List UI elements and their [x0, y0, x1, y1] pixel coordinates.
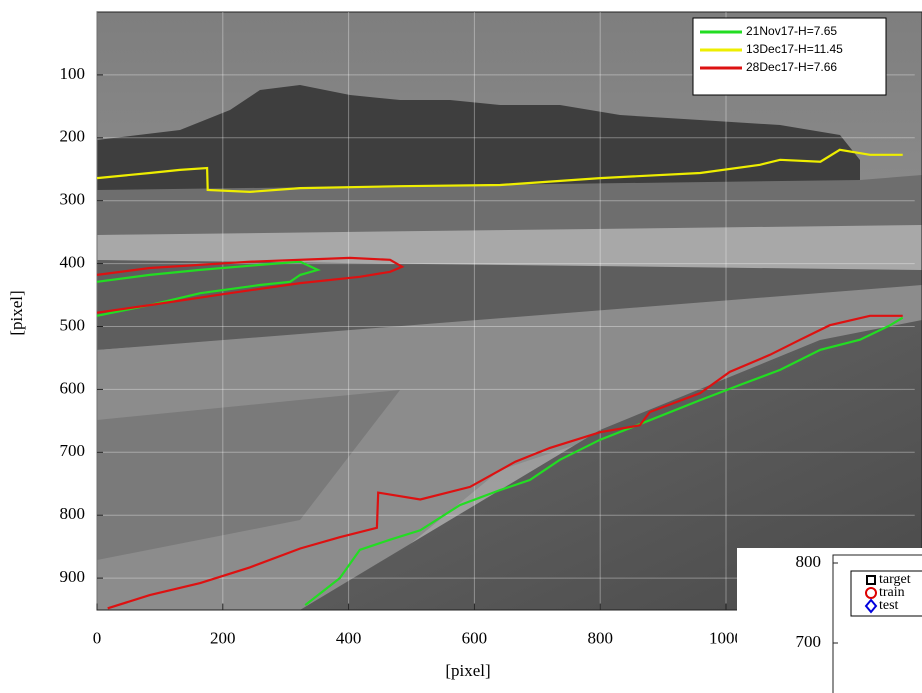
x-tick-label: 600 — [462, 628, 488, 647]
y-tick-label: 500 — [60, 315, 86, 334]
x-tick-label: 800 — [587, 628, 613, 647]
plot-frame — [96, 11, 922, 611]
legend-label: 13Dec17-H=11.45 — [746, 42, 843, 56]
inset-background — [737, 548, 922, 693]
legend-marker — [866, 575, 876, 585]
legend-box — [850, 570, 922, 617]
y-axis-label: [pixel] — [7, 290, 26, 335]
y-tick-label: 700 — [60, 441, 86, 460]
main-chart: 0 200 400 600 800 1000 100 200 300 400 500 600 700 80… — [60, 12, 915, 647]
y-tick-label: 700 — [796, 632, 822, 651]
photo — [97, 12, 922, 610]
y-tick-label: 600 — [60, 378, 86, 397]
legend: 21Nov17-H=7.65 13Dec17-H=11.45 28Dec17-H=7… — [692, 17, 887, 96]
legend-label: 28Dec17-H=7.66 — [746, 60, 837, 74]
legend-label: 21Nov17-H=7.65 — [746, 24, 837, 38]
y-tick-label: 200 — [60, 127, 86, 146]
x-tick-label: 400 — [336, 628, 362, 647]
y-tick-label: 300 — [60, 190, 86, 209]
inset-frame — [832, 554, 922, 693]
y-tick-label: 800 — [796, 552, 822, 571]
legend-label: target — [879, 572, 911, 587]
legend-label: test — [879, 598, 899, 613]
legend-marker — [864, 598, 878, 614]
series-line — [96, 148, 903, 194]
series-line — [96, 256, 903, 610]
y-tick-label: 900 — [60, 567, 86, 586]
y-tick-label: 400 — [60, 253, 86, 272]
y-tick-label: 100 — [60, 64, 86, 83]
x-tick-label: 200 — [210, 628, 236, 647]
inset-chart: 700 800 — [796, 552, 838, 651]
series-line — [96, 260, 904, 606]
x-tick-label: 1000 — [709, 628, 743, 647]
legend-marker — [865, 587, 877, 599]
x-axis-label: [pixel] — [445, 661, 490, 680]
legend-label: train — [879, 585, 905, 600]
y-tick-label: 800 — [60, 504, 86, 523]
x-tick-label: 0 — [93, 628, 102, 647]
